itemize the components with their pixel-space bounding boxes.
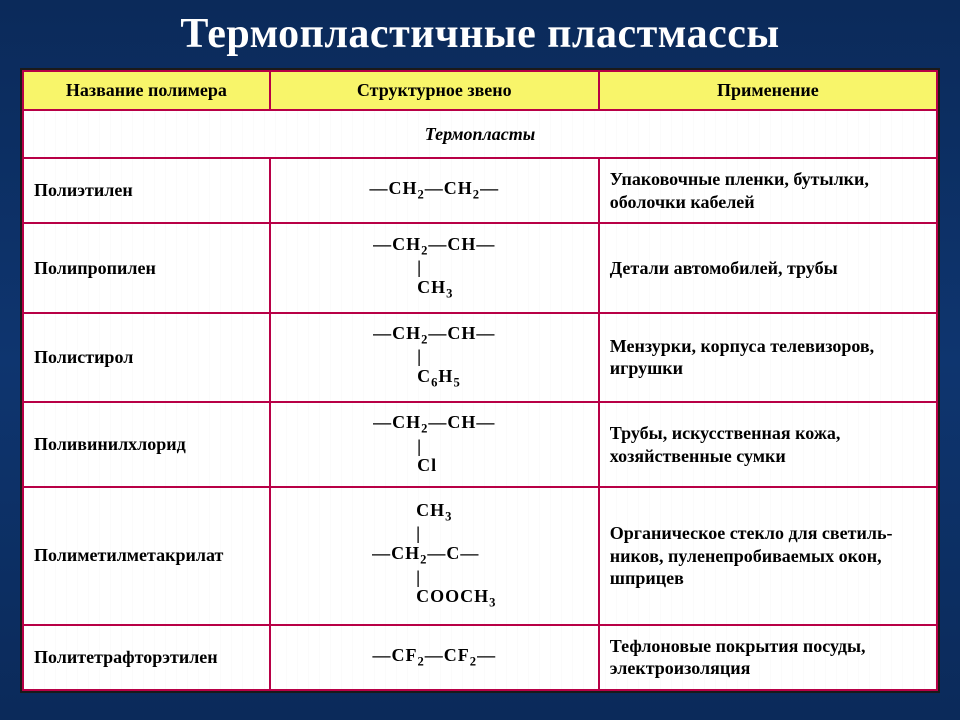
polymer-formula: —CF2—CF2— bbox=[270, 625, 599, 690]
polymer-usage: Упаковочные пленки, бутылки, оболочки ка… bbox=[599, 158, 937, 223]
slide: Термопластичные пластмассы Название поли… bbox=[0, 0, 960, 720]
section-row: Термопласты bbox=[23, 110, 937, 158]
polymer-name: Политетрафторэтилен bbox=[23, 625, 270, 690]
section-label: Термопласты bbox=[23, 110, 937, 158]
table-row: Полиэтилен—CH2—CH2—Упаковочные пленки, б… bbox=[23, 158, 937, 223]
polymer-name: Полиэтилен bbox=[23, 158, 270, 223]
polymer-name: Полистирол bbox=[23, 313, 270, 402]
table-body: Термопласты Полиэтилен—CH2—CH2—Упаковочн… bbox=[23, 110, 937, 690]
polymer-formula: —CH2—CH— | CH3 bbox=[270, 223, 599, 312]
table-row: Полипропилен—CH2—CH— | CH3Детали автомоб… bbox=[23, 223, 937, 312]
polymers-table: Название полимера Структурное звено Прим… bbox=[22, 70, 938, 691]
table-row: Поливинилхлорид—CH2—CH— | ClТрубы, искус… bbox=[23, 402, 937, 487]
polymer-usage: Тефлоновые покрытия посуды, электроизоля… bbox=[599, 625, 937, 690]
table-row: Полистирол—CH2—CH— | C6H5Мензурки, корпу… bbox=[23, 313, 937, 402]
polymer-name: Поливинилхлорид bbox=[23, 402, 270, 487]
col-header-name: Название полимера bbox=[23, 71, 270, 110]
polymer-usage: Детали автомобилей, трубы bbox=[599, 223, 937, 312]
polymer-formula: —CH2—CH2— bbox=[270, 158, 599, 223]
page-title: Термопластичные пластмассы bbox=[20, 10, 940, 58]
table-row: Полиметилметакрилат CH3 | —CH2—C— | COOC… bbox=[23, 487, 937, 624]
col-header-structure: Структурное звено bbox=[270, 71, 599, 110]
polymer-name: Полипропилен bbox=[23, 223, 270, 312]
polymer-formula: —CH2—CH— | C6H5 bbox=[270, 313, 599, 402]
table-row: Политетрафторэтилен—CF2—CF2—Тефлоновые п… bbox=[23, 625, 937, 690]
polymer-usage: Органическое стекло для светиль­ников, п… bbox=[599, 487, 937, 624]
table-header-row: Название полимера Структурное звено Прим… bbox=[23, 71, 937, 110]
col-header-usage: Применение bbox=[599, 71, 937, 110]
polymer-usage: Трубы, искусственная кожа, хозяйственные… bbox=[599, 402, 937, 487]
polymer-usage: Мензурки, корпуса телевизоров, игрушки bbox=[599, 313, 937, 402]
polymer-formula: CH3 | —CH2—C— | COOCH3 bbox=[270, 487, 599, 624]
polymer-formula: —CH2—CH— | Cl bbox=[270, 402, 599, 487]
table-container: Название полимера Структурное звено Прим… bbox=[20, 68, 940, 693]
polymer-name: Полиметилметакрилат bbox=[23, 487, 270, 624]
